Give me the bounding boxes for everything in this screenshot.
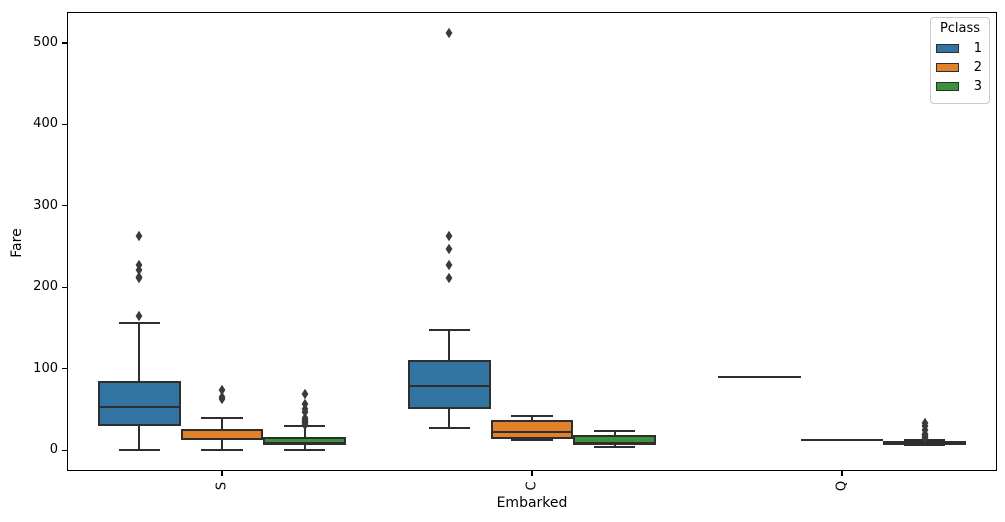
- whisker-lower-pclass1-S: [138, 425, 141, 451]
- whisker-cap-upper-pclass1-C: [428, 329, 470, 332]
- outlier-diamond: [301, 388, 309, 399]
- outlier-diamond: [445, 231, 453, 242]
- y-tick-label: 100: [33, 360, 58, 376]
- y-tick-label: 400: [33, 116, 58, 132]
- y-tick-label: 0: [49, 442, 58, 458]
- y-tick: [62, 286, 67, 288]
- y-tick: [62, 42, 67, 44]
- outlier-diamond: [445, 259, 453, 271]
- whisker-lower-pclass1-C: [448, 409, 451, 428]
- outlier-diamond: [135, 230, 143, 242]
- box-flat-pclass1-Q: [718, 375, 801, 379]
- whisker-cap-lower-pclass2-C: [511, 439, 553, 442]
- median-pclass2-C: [490, 431, 574, 434]
- y-tick-label: 200: [33, 279, 58, 295]
- outlier-diamond: [135, 310, 143, 322]
- median-pclass3-S: [263, 442, 346, 445]
- y-tick-label: 500: [33, 34, 58, 50]
- x-tick: [531, 471, 533, 476]
- outlier-diamond: [445, 272, 453, 284]
- whisker-cap-lower-pclass2-S: [201, 449, 243, 452]
- y-tick: [62, 449, 67, 451]
- whisker-upper-pclass2-S: [221, 417, 223, 429]
- legend: Pclass 1 2 3: [930, 17, 990, 104]
- x-tick-label: C: [524, 481, 540, 491]
- whisker-upper-pclass1-S: [138, 323, 141, 381]
- whisker-cap-lower-pclass3-S: [284, 449, 326, 452]
- whisker-cap-upper-pclass2-C: [511, 415, 553, 418]
- legend-swatch-pclass-1: [936, 44, 959, 53]
- whisker-cap-lower-pclass1-S: [118, 449, 160, 452]
- median-pclass1-S: [98, 405, 181, 408]
- box-pclass1-S: [98, 380, 181, 426]
- whisker-upper-pclass3-S: [303, 426, 306, 438]
- legend-item-pclass-2: 2: [931, 58, 989, 77]
- x-tick-label: Q: [834, 480, 850, 492]
- y-tick: [62, 205, 67, 207]
- box-pclass1-C: [408, 359, 491, 410]
- x-axis-label: Embarked: [496, 495, 568, 511]
- whisker-cap-lower-pclass1-C: [428, 426, 470, 429]
- whisker-upper-pclass2-C: [531, 416, 533, 421]
- box-pclass2-C: [490, 420, 574, 439]
- whisker-upper-pclass1-C: [448, 330, 451, 360]
- median-pclass2-S: [180, 438, 264, 441]
- legend-label-pclass-1: 1: [973, 41, 982, 56]
- y-axis-label: Fare: [9, 228, 25, 258]
- y-tick: [62, 123, 67, 125]
- legend-label-pclass-2: 2: [973, 60, 982, 75]
- legend-label-pclass-3: 3: [973, 79, 982, 94]
- whisker-cap-upper-pclass1-S: [118, 322, 160, 325]
- legend-swatch-pclass-2: [936, 63, 959, 72]
- x-tick: [841, 471, 843, 476]
- y-tick-label: 300: [33, 197, 58, 213]
- legend-swatch-pclass-3: [936, 82, 959, 91]
- median-pclass3-Q: [883, 442, 966, 445]
- whisker-cap-upper-pclass2-S: [201, 416, 243, 419]
- legend-title: Pclass: [939, 21, 981, 36]
- whisker-lower-pclass3-S: [303, 443, 306, 451]
- y-tick: [62, 368, 67, 370]
- whisker-cap-upper-pclass3-C: [594, 429, 636, 432]
- x-tick: [221, 471, 223, 476]
- median-pclass1-C: [408, 384, 491, 387]
- outlier-diamond: [445, 243, 453, 254]
- whisker-upper-pclass3-C: [613, 430, 616, 436]
- whisker-lower-pclass2-S: [221, 440, 223, 451]
- whisker-lower-pclass3-C: [613, 443, 616, 447]
- legend-item-pclass-1: 1: [931, 39, 989, 58]
- box-flat-pclass2-Q: [800, 438, 884, 442]
- whisker-cap-lower-pclass3-C: [594, 445, 636, 448]
- legend-item-pclass-3: 3: [931, 77, 989, 96]
- x-tick-label: S: [214, 481, 230, 491]
- median-pclass3-C: [573, 442, 656, 445]
- outlier-diamond: [445, 27, 453, 39]
